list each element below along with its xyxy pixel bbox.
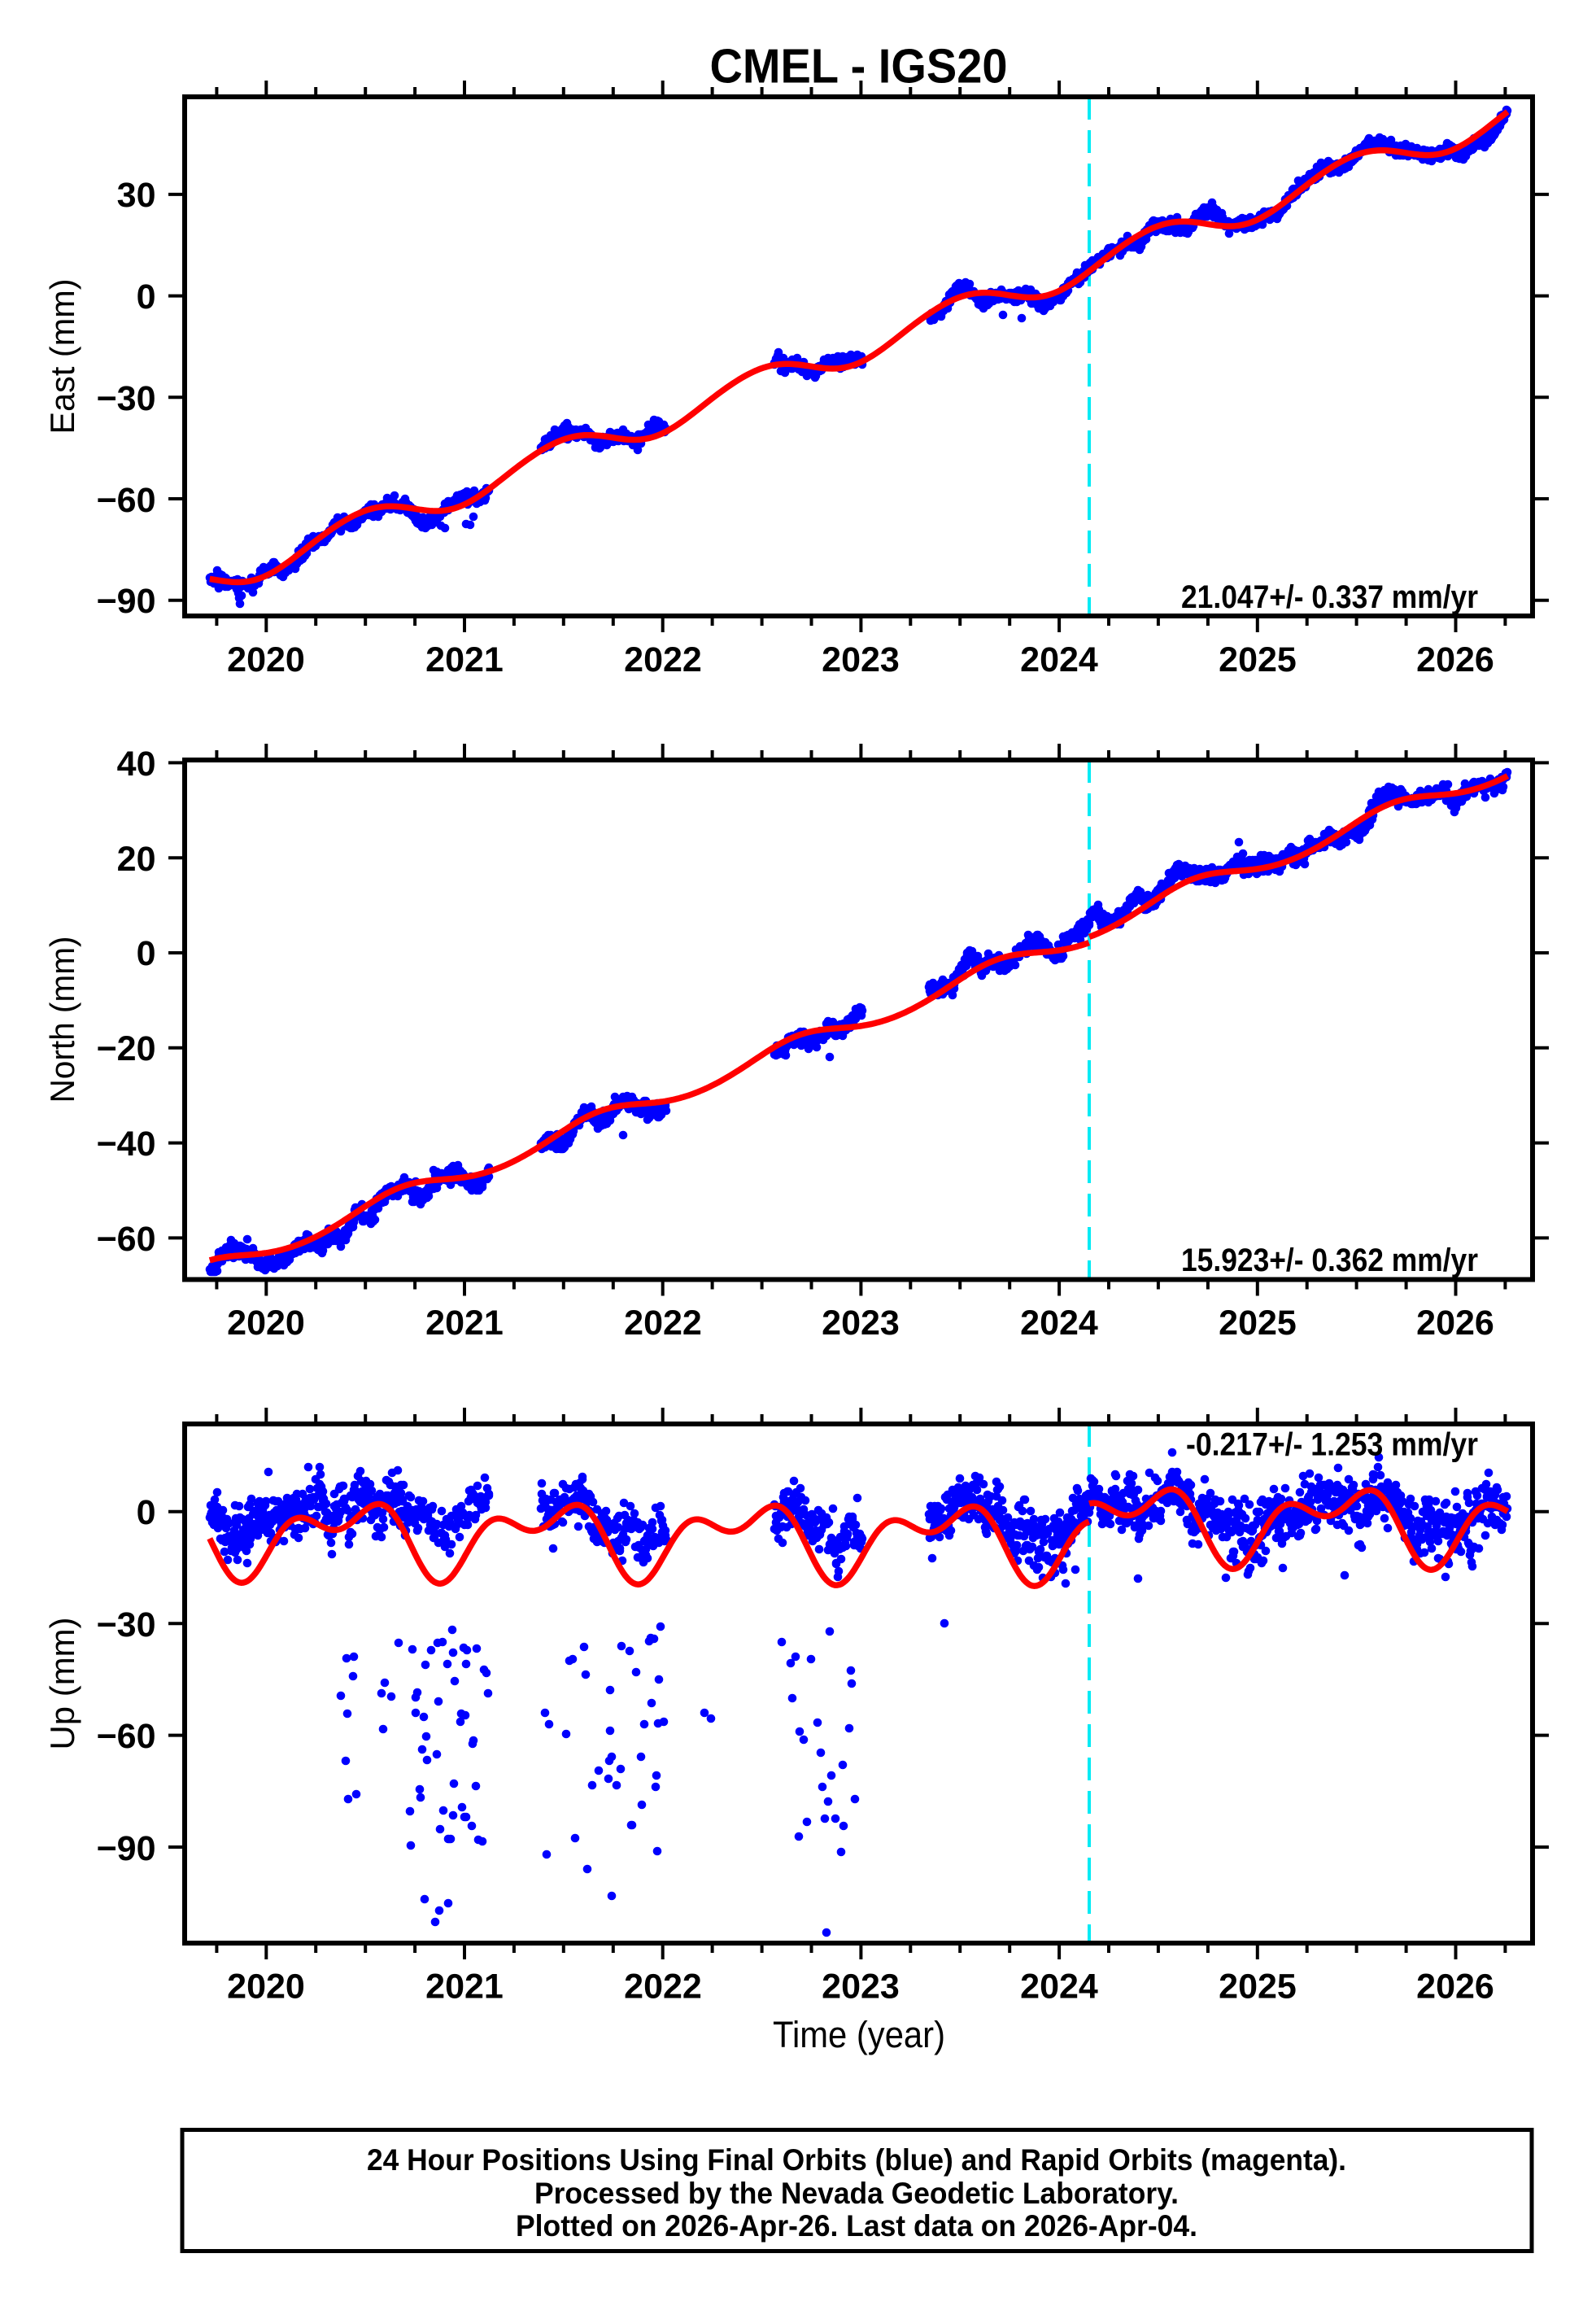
svg-text:2020: 2020 — [227, 1304, 305, 1343]
svg-text:2026: 2026 — [1416, 640, 1494, 679]
svg-text:2020: 2020 — [227, 640, 305, 679]
svg-text:Up (mm): Up (mm) — [43, 1618, 81, 1750]
svg-text:−90: −90 — [97, 1829, 156, 1868]
svg-text:15.923+/- 0.362 mm/yr: 15.923+/- 0.362 mm/yr — [1181, 1243, 1478, 1278]
svg-text:−20: −20 — [97, 1029, 156, 1068]
svg-text:0: 0 — [137, 277, 156, 317]
svg-text:0: 0 — [137, 934, 156, 973]
svg-text:-0.217+/- 1.253 mm/yr: -0.217+/- 1.253 mm/yr — [1186, 1427, 1478, 1463]
svg-text:2023: 2023 — [822, 1304, 900, 1343]
svg-text:Processed by the Nevada Geodet: Processed by the Nevada Geodetic Laborat… — [534, 2176, 1179, 2210]
svg-text:Plotted on 2026-Apr-26. Last d: Plotted on 2026-Apr-26. Last data on 202… — [516, 2208, 1197, 2243]
svg-text:East (mm): East (mm) — [43, 279, 81, 435]
svg-text:30: 30 — [117, 176, 156, 215]
svg-text:2025: 2025 — [1219, 1304, 1297, 1343]
svg-text:−90: −90 — [97, 582, 156, 621]
svg-text:2025: 2025 — [1219, 640, 1297, 679]
svg-text:CMEL - IGS20: CMEL - IGS20 — [710, 40, 1008, 94]
svg-text:2020: 2020 — [227, 1968, 305, 2007]
svg-text:Time (year): Time (year) — [773, 2014, 945, 2055]
svg-text:2026: 2026 — [1416, 1304, 1494, 1343]
svg-text:40: 40 — [117, 745, 156, 784]
svg-text:2023: 2023 — [822, 1968, 900, 2007]
svg-text:20: 20 — [117, 840, 156, 879]
svg-text:24 Hour Positions Using Final: 24 Hour Positions Using Final Orbits (bl… — [367, 2142, 1346, 2177]
svg-text:2022: 2022 — [624, 1968, 702, 2007]
svg-text:0: 0 — [137, 1493, 156, 1532]
svg-text:North (mm): North (mm) — [43, 937, 81, 1103]
svg-text:2021: 2021 — [425, 1304, 504, 1343]
svg-text:−40: −40 — [97, 1125, 156, 1164]
svg-text:2025: 2025 — [1219, 1968, 1297, 2007]
svg-text:2024: 2024 — [1020, 1304, 1098, 1343]
svg-text:2024: 2024 — [1020, 640, 1098, 679]
svg-text:2022: 2022 — [624, 1304, 702, 1343]
svg-text:2021: 2021 — [425, 1968, 504, 2007]
svg-text:−60: −60 — [97, 481, 156, 520]
svg-text:2024: 2024 — [1020, 1968, 1098, 2007]
svg-text:−30: −30 — [97, 1605, 156, 1644]
svg-text:−30: −30 — [97, 379, 156, 418]
svg-text:2023: 2023 — [822, 640, 900, 679]
svg-text:2026: 2026 — [1416, 1968, 1494, 2007]
svg-text:−60: −60 — [97, 1717, 156, 1756]
svg-text:−60: −60 — [97, 1220, 156, 1259]
svg-text:2021: 2021 — [425, 640, 504, 679]
svg-text:2022: 2022 — [624, 640, 702, 679]
svg-text:21.047+/- 0.337 mm/yr: 21.047+/- 0.337 mm/yr — [1181, 579, 1478, 615]
